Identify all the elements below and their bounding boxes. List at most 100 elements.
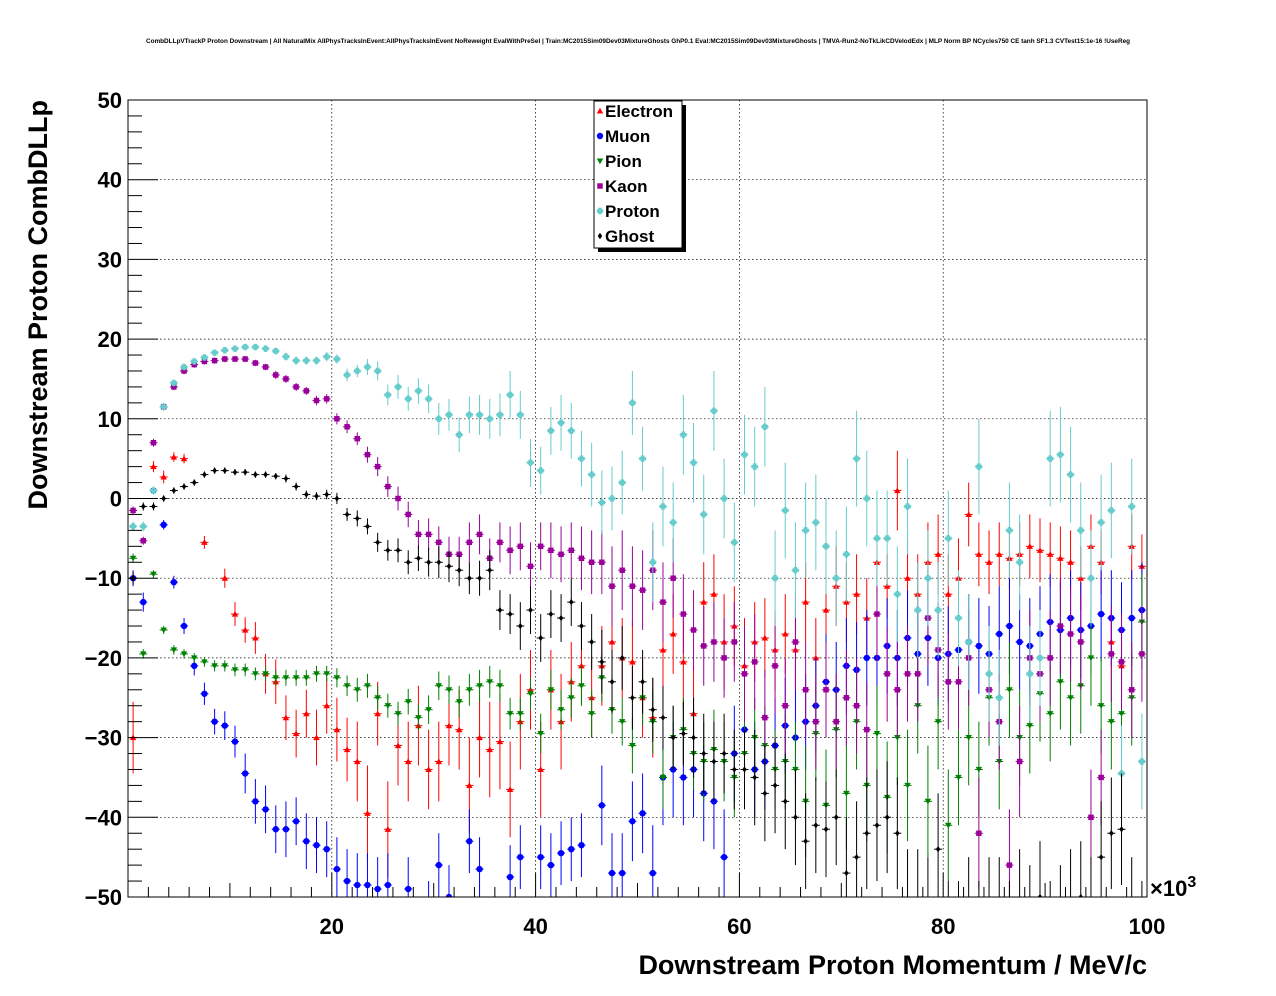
kaon-point	[772, 663, 778, 669]
kaon-point	[415, 531, 422, 538]
proton-point	[1057, 451, 1064, 458]
kaon-point	[476, 531, 483, 538]
pion-point	[292, 675, 300, 682]
electron-point	[445, 722, 453, 729]
electron-point	[323, 702, 330, 709]
kaon-point	[751, 659, 758, 665]
legend-marker-electron	[596, 107, 604, 114]
kaon-point	[955, 679, 962, 685]
muon-point	[262, 806, 269, 813]
kaon-point	[436, 539, 442, 546]
electron-point	[384, 826, 392, 832]
proton-point	[140, 523, 147, 530]
pion-point	[1118, 711, 1125, 717]
x-axis-multiplier-exponent: 3	[1187, 874, 1196, 891]
proton-point	[945, 535, 952, 542]
ghost-point	[242, 468, 248, 476]
proton-point	[771, 575, 779, 582]
muon-point	[435, 861, 442, 869]
kaon-point	[527, 563, 534, 569]
proton-point	[191, 358, 198, 365]
pion-point	[496, 683, 504, 689]
ghost-point	[691, 734, 696, 741]
electron-point	[343, 746, 351, 753]
proton-point	[455, 431, 463, 438]
ghost-point	[344, 511, 350, 518]
y-tick-label: −50	[85, 885, 122, 910]
pion-point	[1026, 723, 1034, 729]
proton-point	[812, 519, 820, 526]
kaon-point	[823, 687, 829, 693]
electron-point	[782, 630, 789, 637]
proton-point	[180, 363, 188, 371]
proton-point	[883, 535, 891, 542]
proton-point	[1077, 527, 1084, 534]
kaon-point	[293, 384, 299, 390]
kaon-point	[976, 830, 982, 836]
muon-point	[201, 690, 208, 697]
kaon-point	[833, 718, 839, 725]
muon-point	[476, 865, 483, 873]
pion-point	[527, 691, 534, 697]
proton-point	[343, 371, 351, 379]
muon-point	[231, 738, 239, 745]
electron-point	[435, 758, 442, 765]
proton-point	[568, 427, 575, 434]
proton-point	[822, 543, 830, 550]
kaon-point	[262, 364, 269, 370]
pion-point	[415, 715, 422, 721]
muon-point	[1097, 610, 1105, 618]
ghost-point	[895, 830, 900, 837]
electron-point	[659, 646, 667, 653]
muon-point	[313, 841, 320, 849]
ghost-point	[375, 539, 380, 546]
ghost-point	[630, 694, 635, 701]
muon-point	[996, 630, 1003, 638]
proton-point	[904, 503, 911, 510]
ghost-point	[701, 750, 706, 757]
electron-point	[252, 634, 259, 641]
pion-point	[201, 659, 208, 666]
ghost-point	[609, 678, 615, 686]
muon-point	[364, 881, 371, 889]
electron-point	[629, 658, 636, 665]
y-tick-label: 0	[110, 487, 122, 512]
proton-point	[731, 539, 738, 546]
pion-point	[435, 683, 442, 689]
pion-point	[1108, 719, 1115, 725]
ghost-point	[405, 559, 411, 566]
electron-point	[231, 610, 239, 617]
kaon-point	[201, 358, 208, 365]
proton-point	[313, 357, 320, 364]
kaon-point	[843, 695, 850, 701]
ghost-point	[681, 730, 686, 737]
kaon-point	[1006, 862, 1013, 868]
electron-point	[934, 551, 942, 557]
electron-point	[160, 473, 167, 480]
proton-point	[873, 535, 881, 542]
ghost-point	[579, 622, 584, 630]
y-tick-label: −40	[85, 805, 122, 830]
kaon-point	[1088, 814, 1094, 821]
x-axis-multiplier: ×103	[1150, 874, 1196, 901]
electron-point	[374, 710, 381, 717]
proton-point	[160, 403, 167, 411]
electron-point	[1026, 543, 1034, 549]
ghost-point	[884, 814, 890, 821]
ghost-point	[1119, 826, 1124, 833]
proton-point	[588, 471, 595, 478]
legend-label-ghost: Ghost	[605, 227, 654, 246]
proton-point	[384, 391, 392, 399]
muon-point	[557, 849, 565, 857]
kaon-point	[741, 671, 748, 677]
kaon-point	[853, 703, 860, 709]
ghost-point	[212, 467, 217, 474]
axes: 20 40 60 80 100 −50 −40 −30 −20 −10 0 10 20 30 40 50	[85, 88, 1166, 939]
proton-point	[608, 495, 616, 502]
ghost-point	[823, 826, 829, 833]
ghost-point	[202, 471, 207, 478]
muon-point	[221, 722, 229, 729]
proton-point	[252, 343, 259, 351]
muon-point	[517, 853, 524, 861]
pion-point	[170, 647, 178, 654]
